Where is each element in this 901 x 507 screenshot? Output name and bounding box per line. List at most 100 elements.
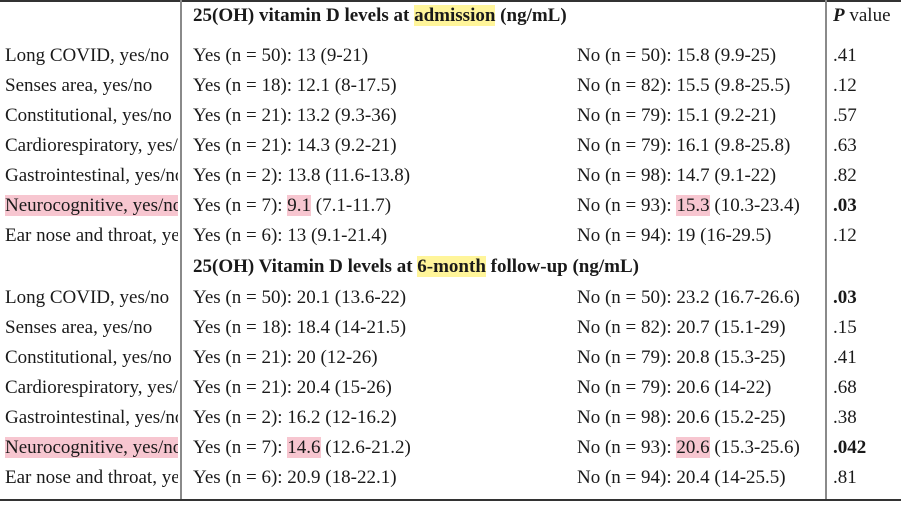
- table-row: Senses area, yes/no Yes (n = 18): 18.4 (…: [0, 313, 901, 343]
- p-value-header: P value: [833, 1, 899, 31]
- p-value: .81: [833, 467, 857, 488]
- yes-prefix: Yes (n = 18):: [193, 75, 297, 96]
- yes-prefix: Yes (n = 6):: [193, 467, 288, 488]
- label-column-divider: [180, 0, 182, 501]
- row-label: Constitutional, yes/no: [5, 347, 172, 368]
- yes-prefix: Yes (n = 7):: [193, 437, 288, 458]
- yes-range: (14-21.5): [330, 317, 407, 338]
- yes-cell: Yes (n = 50): 20.1 (13.6-22): [193, 283, 563, 313]
- no-prefix: No (n = 79):: [577, 105, 677, 126]
- yes-prefix: Yes (n = 50):: [193, 45, 297, 66]
- yes-cell: Yes (n = 2): 16.2 (12-16.2): [193, 403, 563, 433]
- yes-median: 18.4: [296, 317, 331, 338]
- row-label: Ear nose and throat, yes/no: [5, 467, 178, 488]
- no-range: (14-25.5): [709, 467, 786, 488]
- p-value: .63: [833, 135, 857, 156]
- yes-cell: Yes (n = 2): 13.8 (11.6-13.8): [193, 161, 563, 191]
- yes-prefix: Yes (n = 2):: [193, 407, 288, 428]
- table-row: Constitutional, yes/no Yes (n = 21): 13.…: [0, 101, 901, 131]
- no-median: 15.1: [676, 105, 710, 126]
- yes-median: 20.1: [296, 287, 331, 308]
- yes-cell: Yes (n = 7): 9.1 (7.1-11.7): [193, 191, 563, 221]
- followup-title-highlight: 6-month: [417, 256, 486, 277]
- p-value-header-text: value: [844, 5, 891, 26]
- followup-header-row: 25(OH) Vitamin D levels at 6-month follo…: [0, 252, 901, 282]
- no-prefix: No (n = 98):: [577, 407, 677, 428]
- no-prefix: No (n = 82):: [577, 75, 677, 96]
- no-median: 20.6: [676, 407, 710, 428]
- row-label: Long COVID, yes/no: [5, 287, 170, 308]
- yes-prefix: Yes (n = 21):: [193, 135, 297, 156]
- no-prefix: No (n = 93):: [577, 437, 677, 458]
- no-cell: No (n = 79): 20.8 (15.3-25): [577, 343, 823, 373]
- no-cell: No (n = 50): 15.8 (9.9-25): [577, 41, 823, 71]
- yes-cell: Yes (n = 18): 12.1 (8-17.5): [193, 71, 563, 101]
- admission-title-highlight: admission: [414, 5, 496, 26]
- no-cell: No (n = 94): 19 (16-29.5): [577, 221, 823, 251]
- no-cell: No (n = 82): 20.7 (15.1-29): [577, 313, 823, 343]
- no-cell: No (n = 79): 15.1 (9.2-21): [577, 101, 823, 131]
- row-label: Neurocognitive, yes/no: [5, 433, 178, 463]
- no-range: (15.1-29): [709, 317, 786, 338]
- no-range: (15.2-25): [709, 407, 786, 428]
- yes-range: (13.6-22): [330, 287, 407, 308]
- no-range: (9.8-25.8): [709, 135, 791, 156]
- no-median: 20.4: [676, 467, 710, 488]
- yes-prefix: Yes (n = 6):: [193, 225, 288, 246]
- no-range: (9.1-22): [709, 165, 777, 186]
- p-value: .57: [833, 105, 857, 126]
- no-range: (10.3-23.4): [709, 195, 800, 216]
- yes-cell: Yes (n = 6): 20.9 (18-22.1): [193, 463, 563, 493]
- yes-cell: Yes (n = 18): 18.4 (14-21.5): [193, 313, 563, 343]
- yes-cell: Yes (n = 21): 20 (12-26): [193, 343, 563, 373]
- admission-section-title: 25(OH) vitamin D levels at admission (ng…: [193, 1, 813, 31]
- yes-median: 9.1: [287, 195, 312, 216]
- yes-range: (12-26): [315, 347, 378, 368]
- no-prefix: No (n = 79):: [577, 347, 677, 368]
- row-label: Ear nose and throat, yes/no: [5, 225, 178, 246]
- yes-median: 13.2: [296, 105, 331, 126]
- no-range: (15.3-25): [709, 347, 786, 368]
- p-value: .68: [833, 377, 857, 398]
- row-label: Long COVID, yes/no: [5, 45, 170, 66]
- no-range: (15.3-25.6): [709, 437, 800, 458]
- table-row: Constitutional, yes/no Yes (n = 21): 20 …: [0, 343, 901, 373]
- no-cell: No (n = 50): 23.2 (16.7-26.6): [577, 283, 823, 313]
- row-label: Gastrointestinal, yes/no: [5, 407, 178, 428]
- p-value: .03: [833, 287, 857, 308]
- yes-median: 16.2: [287, 407, 321, 428]
- followup-title-suffix: follow-up (ng/mL): [485, 256, 639, 277]
- yes-range: (7.1-11.7): [311, 195, 392, 216]
- admission-header-row: 25(OH) vitamin D levels at admission (ng…: [0, 1, 901, 31]
- followup-title-prefix: 25(OH) Vitamin D levels at: [193, 256, 418, 277]
- no-prefix: No (n = 94):: [577, 467, 677, 488]
- no-cell: No (n = 94): 20.4 (14-25.5): [577, 463, 823, 493]
- table-row: Gastrointestinal, yes/no Yes (n = 2): 13…: [0, 161, 901, 191]
- no-median: 20.8: [676, 347, 710, 368]
- no-prefix: No (n = 79):: [577, 135, 677, 156]
- table-row: Long COVID, yes/no Yes (n = 50): 20.1 (1…: [0, 283, 901, 313]
- p-value: .41: [833, 347, 857, 368]
- yes-range: (12.6-21.2): [320, 437, 411, 458]
- yes-cell: Yes (n = 6): 13 (9.1-21.4): [193, 221, 563, 251]
- yes-prefix: Yes (n = 50):: [193, 287, 297, 308]
- no-median: 16.1: [676, 135, 710, 156]
- yes-median: 20: [296, 347, 316, 368]
- yes-prefix: Yes (n = 21):: [193, 105, 297, 126]
- yes-range: (9-21): [315, 45, 369, 66]
- no-median: 15.3: [676, 195, 710, 216]
- p-value: .12: [833, 75, 857, 96]
- table-row: Long COVID, yes/no Yes (n = 50): 13 (9-2…: [0, 41, 901, 71]
- no-prefix: No (n = 93):: [577, 195, 677, 216]
- yes-cell: Yes (n = 21): 20.4 (15-26): [193, 373, 563, 403]
- followup-section-title: 25(OH) Vitamin D levels at 6-month follo…: [193, 252, 813, 282]
- no-median: 15.8: [676, 45, 710, 66]
- row-label: Constitutional, yes/no: [5, 105, 172, 126]
- no-median: 20.6: [676, 377, 710, 398]
- yes-range: (8-17.5): [330, 75, 397, 96]
- no-range: (9.8-25.5): [709, 75, 791, 96]
- yes-range: (9.1-21.4): [306, 225, 388, 246]
- p-value: .042: [833, 437, 867, 458]
- no-prefix: No (n = 50):: [577, 45, 677, 66]
